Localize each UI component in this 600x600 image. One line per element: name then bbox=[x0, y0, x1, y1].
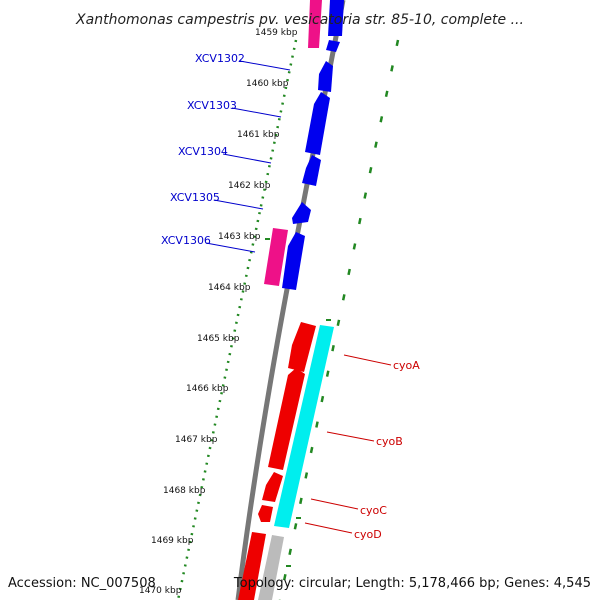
tick-label-1466: 1466 kbp bbox=[186, 384, 229, 394]
gene-label-xcv1303[interactable]: XCV1303 bbox=[187, 99, 237, 112]
tick-label-1459: 1459 kbp bbox=[255, 28, 298, 38]
tick-label-1463: 1463 kbp bbox=[218, 232, 261, 242]
tick-label-1467: 1467 kbp bbox=[175, 435, 218, 445]
tick-label-1464: 1464 kbp bbox=[208, 283, 251, 293]
tick-label-1461: 1461 kbp bbox=[237, 130, 280, 140]
gene-label-cyod[interactable]: cyoD bbox=[354, 528, 382, 541]
tick-label-1470: 1470 kbp bbox=[139, 586, 182, 596]
accession-text: Accession: NC_007508 bbox=[8, 576, 156, 591]
reverse-strand-genes[interactable] bbox=[238, 322, 334, 600]
leader-line bbox=[205, 242, 256, 253]
gene-feature-pink[interactable] bbox=[264, 228, 288, 286]
tick-label-1460: 1460 kbp bbox=[246, 79, 289, 89]
gene-feature-red[interactable] bbox=[238, 532, 266, 600]
tick-label-1465: 1465 kbp bbox=[197, 334, 240, 344]
gene-feature-blue[interactable] bbox=[328, 0, 344, 36]
gene-feature-blue[interactable] bbox=[292, 202, 311, 224]
gene-label-cyoc[interactable]: cyoC bbox=[360, 504, 387, 517]
gene-feature-red[interactable] bbox=[262, 472, 283, 502]
leader-line bbox=[213, 199, 264, 210]
gene-feature-blue[interactable] bbox=[282, 232, 305, 290]
tick-label-1468: 1468 kbp bbox=[163, 486, 206, 496]
gene-feature-grey[interactable] bbox=[258, 535, 284, 600]
leader-line bbox=[304, 522, 353, 534]
tick-label-1469: 1469 kbp bbox=[151, 536, 194, 546]
gene-label-xcv1302[interactable]: XCV1302 bbox=[195, 52, 245, 65]
page-title: Xanthomonas campestris pv. vesicatoria s… bbox=[75, 12, 524, 28]
tick-labels: 1459 kbp 1460 kbp 1461 kbp 1462 kbp 1463… bbox=[139, 28, 298, 596]
gene-feature-cyan[interactable] bbox=[274, 325, 334, 528]
right-gene-labels[interactable]: cyoA cyoB cyoC cyoD bbox=[304, 354, 420, 541]
gene-feature-blue[interactable] bbox=[326, 40, 340, 52]
leader-line bbox=[343, 354, 392, 366]
topology-text: Topology: circular; Length: 5,178,466 bp… bbox=[233, 576, 591, 591]
gene-feature-pink[interactable] bbox=[308, 0, 322, 48]
gene-label-cyob[interactable]: cyoB bbox=[376, 435, 403, 448]
gene-feature-red[interactable] bbox=[258, 505, 273, 522]
left-gene-labels[interactable]: XCV1302 XCV1303 XCV1304 XCV1305 XCV1306 bbox=[161, 52, 291, 253]
gene-feature-red[interactable] bbox=[288, 322, 316, 372]
leader-line bbox=[326, 431, 375, 442]
forward-strand-genes[interactable] bbox=[264, 0, 344, 290]
gene-label-xcv1304[interactable]: XCV1304 bbox=[178, 145, 228, 158]
gene-feature-blue[interactable] bbox=[305, 92, 330, 155]
gene-label-cyoa[interactable]: cyoA bbox=[393, 359, 420, 372]
outer-guide-tracks bbox=[176, 39, 400, 600]
gene-label-xcv1305[interactable]: XCV1305 bbox=[170, 191, 220, 204]
leader-line bbox=[310, 498, 359, 510]
gene-feature-red[interactable] bbox=[268, 368, 305, 470]
right-dashed-track bbox=[278, 39, 400, 600]
leader-line bbox=[222, 153, 272, 164]
leader-line bbox=[231, 107, 282, 118]
gene-label-xcv1306[interactable]: XCV1306 bbox=[161, 234, 211, 247]
gene-feature-blue[interactable] bbox=[302, 155, 321, 186]
leader-line bbox=[239, 60, 291, 71]
tick-label-1462: 1462 kbp bbox=[228, 181, 271, 191]
gene-feature-blue[interactable] bbox=[318, 61, 333, 92]
